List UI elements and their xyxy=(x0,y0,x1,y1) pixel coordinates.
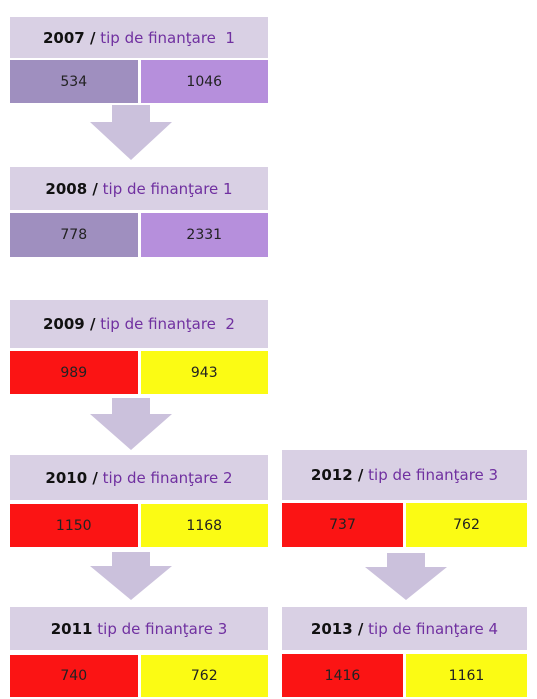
value-cell: 778 xyxy=(10,213,138,257)
value-cell: 943 xyxy=(140,351,268,394)
year: 2012 xyxy=(310,466,353,484)
value-cell: 762 xyxy=(140,655,268,697)
value-cell: 737 xyxy=(282,503,403,547)
separator: / xyxy=(89,28,96,47)
value-cell: 534 xyxy=(10,60,138,103)
separator: / xyxy=(357,619,364,638)
block-header: 2011 tip de finanţare 3 xyxy=(10,607,268,650)
financing-type: tip de finanţare 1 xyxy=(102,179,233,198)
arrow xyxy=(90,105,172,160)
separator: / xyxy=(92,179,98,198)
financing-type: tip de finanţare 4 xyxy=(368,619,499,638)
value-cell: 1416 xyxy=(282,654,403,697)
year: 2008 xyxy=(45,179,88,198)
financing-type: tip de finanţare 2 xyxy=(100,315,235,333)
financing-type: tip de finanţare 3 xyxy=(97,619,228,638)
separator: / xyxy=(92,468,98,487)
value-cell: 1046 xyxy=(140,60,268,103)
financing-type: tip de finanţare 3 xyxy=(368,466,499,484)
value-cell: 1150 xyxy=(10,504,138,547)
block-header: 2013 / tip de finanţare 4 xyxy=(282,607,527,650)
block-header: 2008 / tip de finanţare 1 xyxy=(10,167,268,210)
value-cell: 1161 xyxy=(406,654,527,697)
separator: / xyxy=(357,466,364,484)
year: 2007 xyxy=(43,28,85,47)
value-cell: 2331 xyxy=(140,213,268,257)
value-cell: 1168 xyxy=(140,504,268,547)
financing-type: tip de finanţare 1 xyxy=(100,28,235,47)
value-cell: 740 xyxy=(10,655,138,697)
year: 2010 xyxy=(45,468,88,487)
year: 2011 xyxy=(50,619,93,638)
year: 2013 xyxy=(310,619,353,638)
block-header: 2010 / tip de finanţare 2 xyxy=(10,455,268,500)
arrow xyxy=(90,398,172,450)
separator: / xyxy=(89,315,96,333)
block-header: 2012 / tip de finanţare 3 xyxy=(282,450,527,500)
year: 2009 xyxy=(43,315,85,333)
block-header: 2009 / tip de finanţare 2 xyxy=(10,300,268,348)
block-header: 2007 / tip de finanţare 1 xyxy=(10,17,268,58)
arrow xyxy=(90,552,172,600)
value-cell: 762 xyxy=(406,503,527,547)
financing-type: tip de finanţare 2 xyxy=(102,468,233,487)
arrow xyxy=(365,553,447,600)
value-cell: 989 xyxy=(10,351,138,394)
